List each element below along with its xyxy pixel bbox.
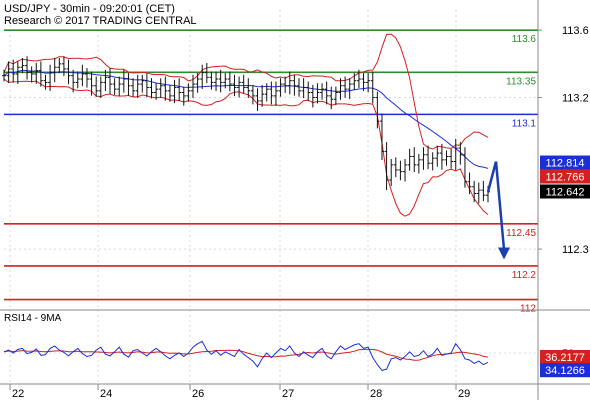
- x-tick-label: 27: [282, 388, 294, 400]
- rsi-tag-label: 36.2177: [545, 352, 585, 364]
- rsi-title: RSI14 - 9MA: [4, 313, 62, 324]
- price-tick-label: 113.2: [562, 93, 589, 105]
- rsi-tag-box: [540, 363, 590, 378]
- rsi-tag-box: [540, 349, 590, 364]
- price-tag-label: 112.642: [546, 186, 585, 198]
- x-tick-label: 29: [458, 388, 470, 400]
- x-tick-label: 28: [370, 388, 382, 400]
- x-tick-label: 22: [12, 388, 24, 400]
- forecast-arrow-shaft: [494, 161, 506, 250]
- price-tag-box: [540, 169, 590, 184]
- price-tag-label: 112.766: [546, 172, 585, 184]
- level-label: 113.1: [512, 118, 537, 129]
- price-tag-box: [540, 155, 590, 170]
- moving-average: [3, 69, 489, 169]
- forecast-arrow-head: [498, 247, 510, 260]
- upper-band: [3, 33, 489, 150]
- x-tick-label: 26: [192, 388, 204, 400]
- level-label: 112: [520, 304, 536, 315]
- level-label: 112.2: [512, 270, 537, 281]
- chart-title: USD/JPY - 30min - 09:20:01 (CET): [4, 3, 175, 15]
- price-tag-box: [540, 184, 590, 199]
- x-tick-label: 24: [100, 388, 112, 400]
- rsi-tag-label: 34.1266: [545, 365, 585, 377]
- rsi-line: [3, 340, 489, 371]
- price-tick-label: 113.6: [562, 25, 589, 37]
- level-label: 112.45: [506, 228, 536, 239]
- price-tick-label: 112.3: [562, 244, 589, 256]
- lower-band: [3, 78, 489, 217]
- forecast-lead: [486, 161, 498, 193]
- level-label: 113.6: [512, 34, 537, 45]
- level-label: 113.35: [506, 76, 536, 87]
- rsi-ma-line: [3, 348, 489, 361]
- price-tag-label: 112.814: [546, 158, 585, 170]
- research-credit: Research © 2017 TRADING CENTRAL: [4, 15, 197, 27]
